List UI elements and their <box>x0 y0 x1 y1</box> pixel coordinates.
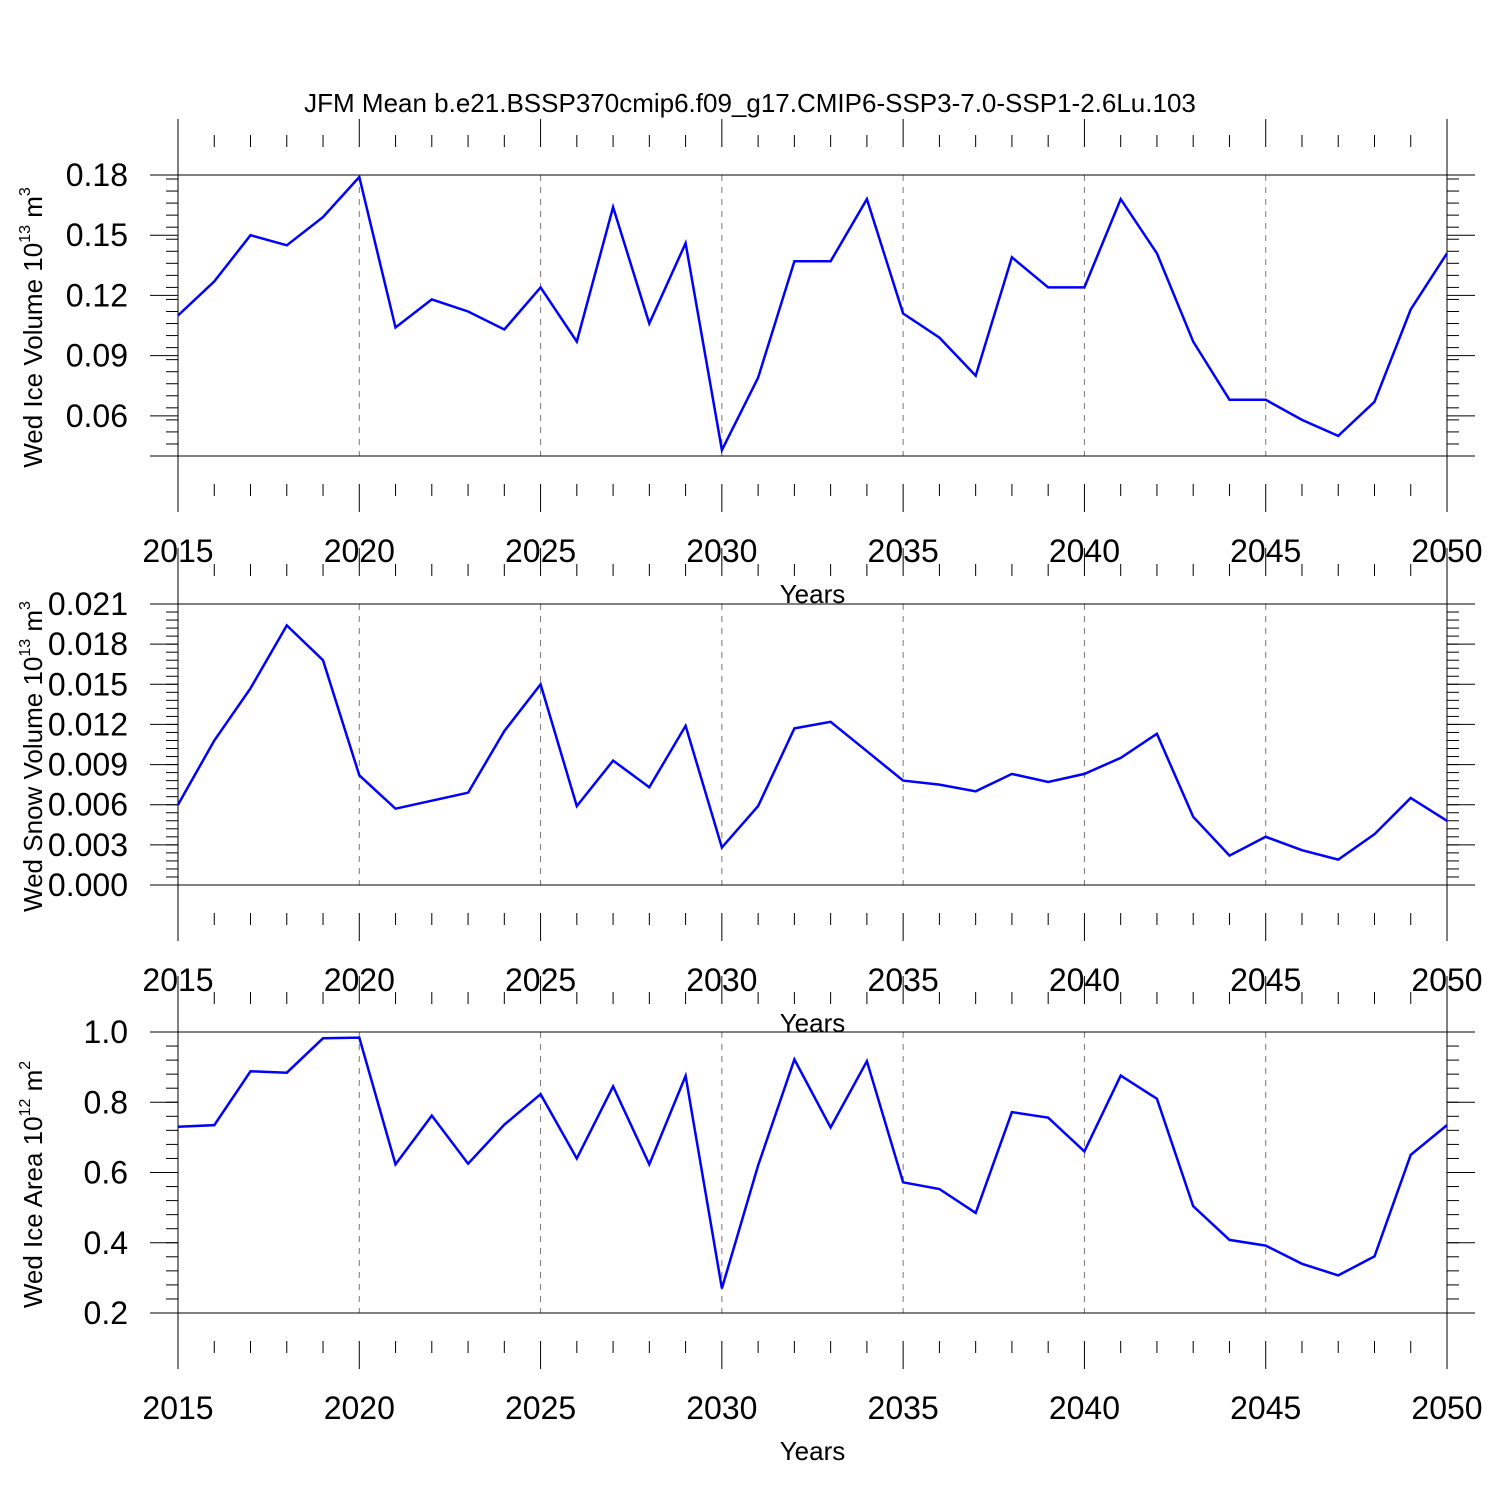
series-line-ice-volume <box>177 174 1449 454</box>
x-tick-label: 2030 <box>686 1390 757 1426</box>
series-line-ice-area <box>177 1036 1448 1289</box>
x-tick-label: 2040 <box>1049 1390 1120 1426</box>
axis-ticks <box>150 548 1475 941</box>
x-axis-label: Years <box>780 1008 846 1038</box>
y-tick-label: 0.2 <box>84 1295 128 1331</box>
y-tick-label: 0.09 <box>66 338 128 374</box>
y-tick-label: 0.003 <box>48 827 128 863</box>
y-tick-label: 0.12 <box>66 277 128 313</box>
y-tick-label: 0.006 <box>48 787 128 823</box>
y-axis-label: Wed Ice Area 1012 m2 <box>17 1061 48 1308</box>
y-tick-label: 0.000 <box>48 867 128 903</box>
y-tick-label: 0.8 <box>84 1084 128 1120</box>
y-tick-labels: 0.2 0.4 0.6 0.8 1.0 <box>84 1014 128 1331</box>
panel-snow-volume: 0.000 0.003 0.006 0.009 0.012 0.015 0.018 0.021… <box>17 548 1483 1038</box>
x-tick-label: 2035 <box>868 1390 939 1426</box>
y-tick-label: 0.018 <box>48 626 128 662</box>
axis-ticks <box>150 119 1475 512</box>
x-tick-label: 2020 <box>324 1390 395 1426</box>
x-tick-labels: 2015 2020 2025 2030 2035 2040 2045 2050 <box>142 962 1482 998</box>
y-axis-label: Wed Ice Volume 1013 m3 <box>17 187 48 468</box>
y-tick-label: 0.012 <box>48 706 128 742</box>
y-tick-label: 0.15 <box>66 217 128 253</box>
y-axis-label: Wed Snow Volume 1013 m3 <box>17 601 48 912</box>
x-tick-label: 2025 <box>505 1390 576 1426</box>
x-tick-labels: 2015 2020 2025 2030 2035 2040 2045 2050 <box>142 1390 1482 1426</box>
y-tick-labels: 0.06 0.09 0.12 0.15 0.18 <box>66 157 128 434</box>
y-tick-labels: 0.000 0.003 0.006 0.009 0.012 0.015 0.018 0.021 <box>48 586 128 903</box>
y-tick-label: 0.06 <box>66 398 128 434</box>
y-tick-label: 0.015 <box>48 666 128 702</box>
y-tick-label: 0.009 <box>48 747 128 783</box>
y-tick-label: 1.0 <box>84 1014 128 1050</box>
panel-ice-area: 0.2 0.4 0.6 0.8 1.0 2015 2020 2025 2030 2035 2040… <box>17 976 1483 1466</box>
x-axis-label: Years <box>780 1436 846 1466</box>
y-tick-label: 0.4 <box>84 1225 128 1261</box>
x-tick-label: 2015 <box>142 1390 213 1426</box>
x-tick-label: 2045 <box>1230 1390 1301 1426</box>
y-tick-label: 0.021 <box>48 586 128 622</box>
x-tick-label: 2050 <box>1411 1390 1482 1426</box>
panel-ice-volume: 0.06 0.09 0.12 0.15 0.18 2015 2020 2025 2030 203… <box>17 119 1483 609</box>
axis-ticks <box>150 976 1475 1369</box>
x-gridlines <box>358 175 1267 456</box>
x-tick-labels: 2015 2020 2025 2030 2035 2040 2045 2050 <box>142 533 1482 569</box>
x-gridlines <box>358 1032 1267 1313</box>
series-line-snow-volume <box>176 623 1448 861</box>
y-tick-label: 0.18 <box>66 157 128 193</box>
chart-title: JFM Mean b.e21.BSSP370cmip6.f09_g17.CMIP… <box>304 88 1196 118</box>
y-tick-label: 0.6 <box>84 1155 128 1191</box>
